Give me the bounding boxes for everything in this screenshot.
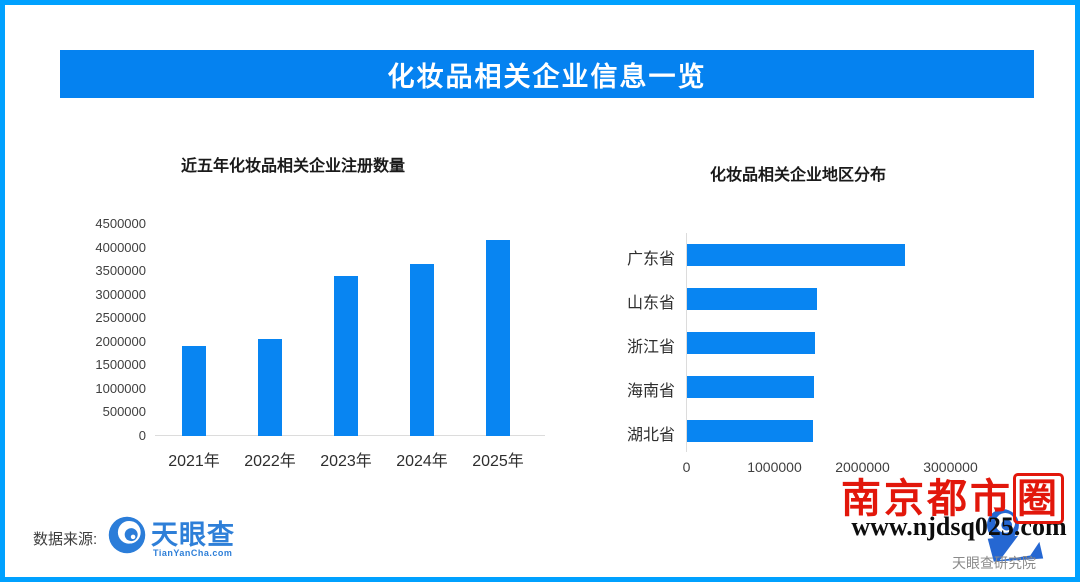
region-chart-y-axis: 广东省山东省浙江省海南省湖北省 [599,233,679,452]
tianyancha-logo-subtext: TianYanCha.com [153,548,233,558]
x-cat-2023年: 2023年 [320,453,372,470]
y-tick-500000: 500000 [102,404,146,420]
x-cat-2022年: 2022年 [244,453,296,470]
header-bar: 化妆品相关企业信息一览 [60,50,1034,98]
watermark-eye-icon [986,509,1044,562]
registration-chart-x-axis: 2021年 2022年 2023年 2024年 2025年 [155,447,545,470]
data-source-label: 数据来源: [33,531,98,548]
region-bar-海南省 [687,376,814,398]
seal-text-prefix: 南京都市 [841,476,1013,521]
y-tick-4500000: 4500000 [95,216,146,231]
stamp-institute: 天眼查研究院 [952,555,1036,571]
y-cat-广东省: 广东省 [626,251,675,269]
y-cat-海南省: 海南省 [626,383,675,400]
registration-chart-plot [155,224,545,436]
registration-bar-2022年 [258,339,282,436]
x-tick-2000000: 2000000 [835,459,890,475]
x-cat-2021年: 2021年 [168,453,220,470]
region-chart-title: 化妆品相关企业地区分布 [710,167,887,184]
y-tick-2500000: 2500000 [95,310,146,326]
x-tick-0: 0 [682,459,691,475]
y-cat-浙江省: 浙江省 [626,339,675,357]
region-bar-广东省 [687,244,905,267]
y-tick-4000000: 4000000 [95,239,146,255]
region-bar-山东省 [687,288,817,311]
region-bar-浙江省 [687,332,815,355]
region-chart-x-axis: 0 1000000 2000000 3000000 [5,459,1075,479]
registration-chart-y-axis: 0 500000 1000000 1500000 2000000 2500000 30000… [60,216,146,443]
tianyancha-logo-icon [108,516,146,554]
x-tick-3000000: 3000000 [923,459,978,475]
page-title: 化妆品相关企业信息一览 [387,61,707,92]
registration-bar-2021年 [182,346,206,436]
seal-text-boxed-char: 圈 [1013,473,1064,524]
region-chart-axis-line [686,233,687,452]
y-tick-1500000: 1500000 [95,357,146,373]
registration-bar-2025年 [486,240,510,436]
x-cat-2024年: 2024年 [396,453,448,470]
y-tick-1000000: 1000000 [95,380,146,396]
y-cat-山东省: 山东省 [626,295,675,313]
y-tick-2000000: 2000000 [95,333,146,349]
registration-chart-title: 近五年化妆品相关企业注册数量 [181,158,406,175]
tianyancha-logo-text: 天眼查 [151,520,235,550]
y-cat-湖北省: 湖北省 [626,426,675,444]
y-tick-3500000: 3500000 [95,263,146,279]
stamp-url: www.njdsq025.com [851,512,1067,541]
x-tick-1000000: 1000000 [747,459,802,475]
y-tick-3000000: 3000000 [95,286,146,302]
region-chart-plot [686,233,1037,452]
seal-text: 南京都市圈 [830,466,1075,524]
registration-bar-2023年 [334,276,358,436]
region-bar-湖北省 [687,419,813,442]
registration-bar-2024年 [410,264,434,436]
x-cat-2025年: 2025年 [472,453,524,470]
y-tick-0: 0 [138,428,146,443]
